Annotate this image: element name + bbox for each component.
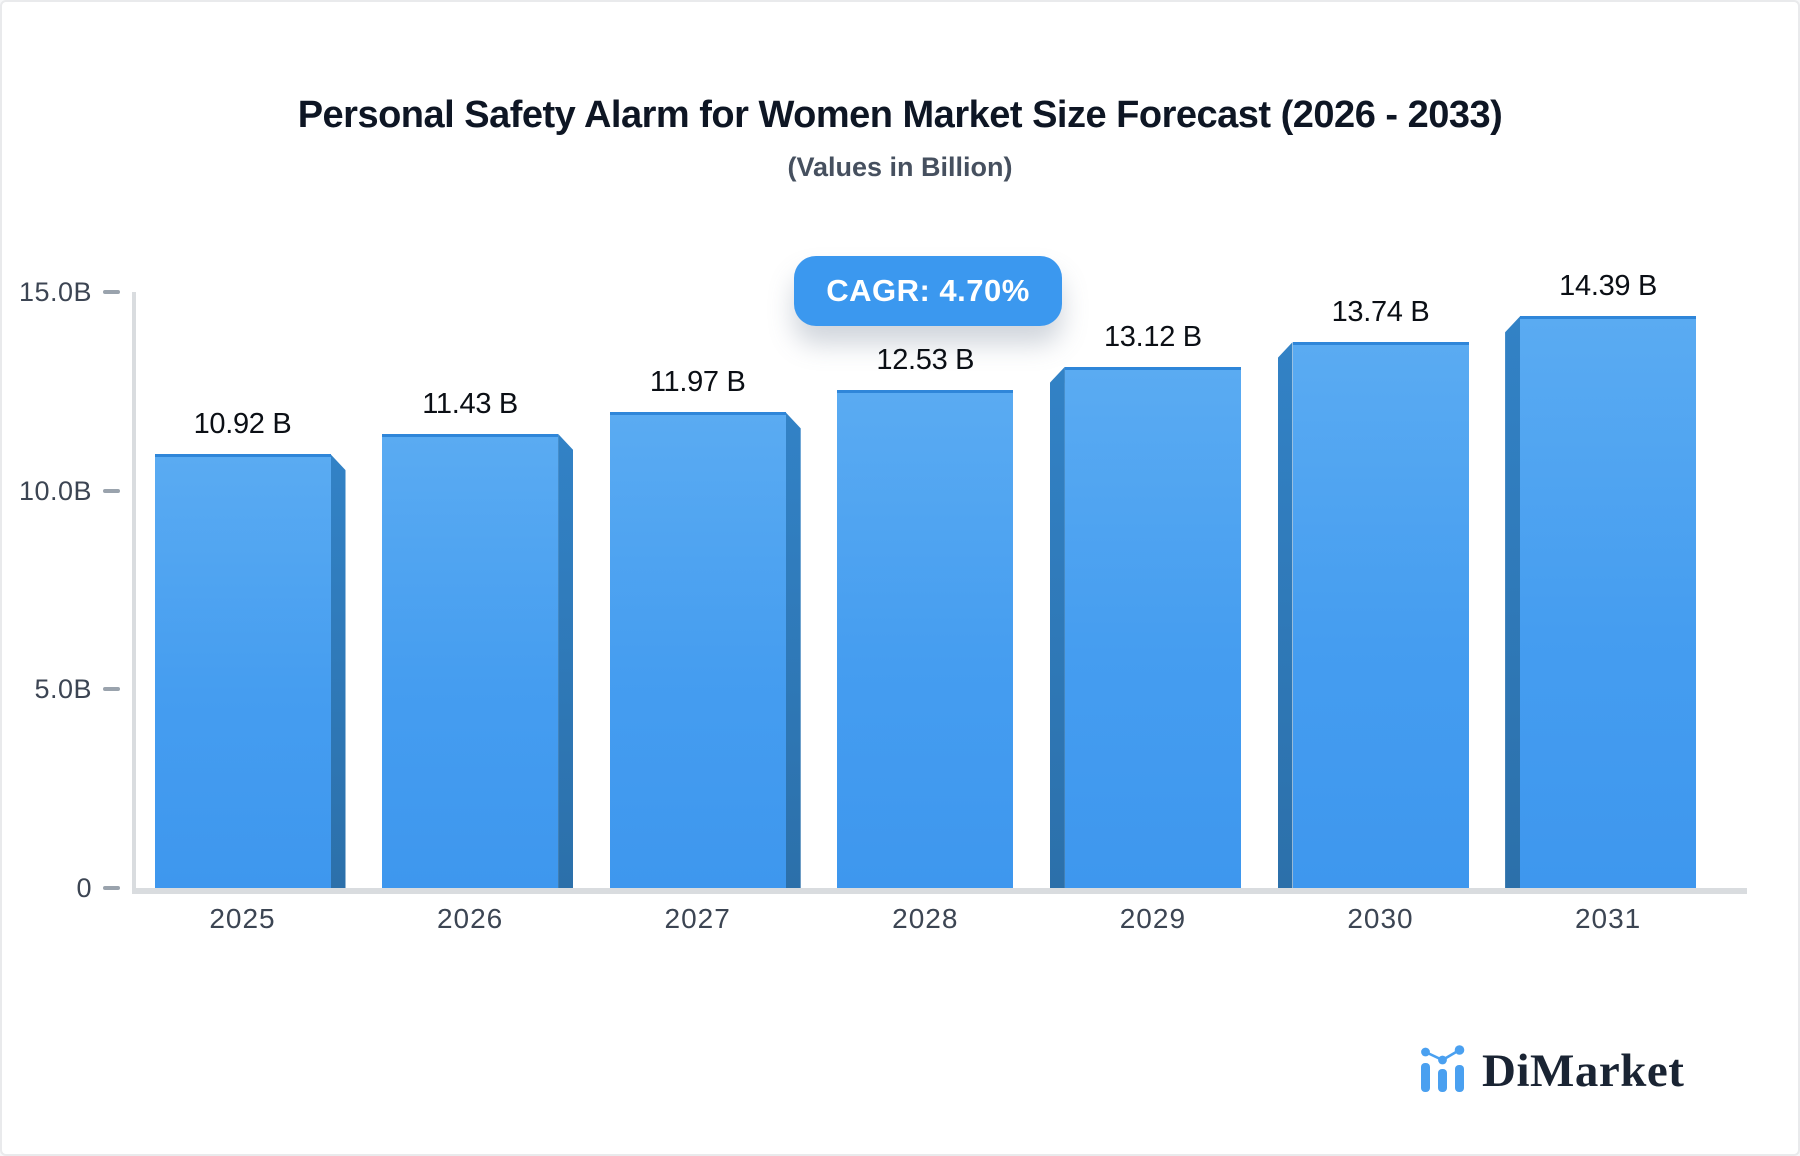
cagr-badge-label: CAGR: 4.70% (826, 273, 1030, 308)
bar-3d-side-2029 (1049, 366, 1065, 888)
bar-value-label-2029: 13.12 B (1103, 320, 1202, 353)
x-tick-label-2027: 2027 (664, 903, 731, 934)
y-tick-label: 0 (76, 873, 92, 903)
bar-value-label-2027: 11.97 B (649, 366, 746, 399)
bar-2029 (1064, 366, 1241, 888)
y-tick-label: 5.0B (34, 674, 92, 705)
x-tick-label-2030: 2030 (1347, 903, 1414, 934)
bar-value-label-2025: 10.92 B (193, 408, 292, 441)
bar-2030 (1292, 342, 1469, 888)
y-tick-mark (103, 687, 120, 692)
bar-value-label-2028: 12.53 B (876, 344, 975, 377)
y-tick-mark (103, 488, 120, 493)
x-tick-label-2031: 2031 (1574, 903, 1642, 934)
bar-value-label-2031: 14.39 B (1559, 270, 1658, 303)
bar-3d-side-2026 (558, 433, 574, 888)
x-axis-baseline (132, 888, 1747, 894)
mini-bar-chart-logo-icon (1421, 1045, 1465, 1092)
x-tick-label-2028: 2028 (892, 903, 959, 934)
bar-2026 (382, 433, 559, 888)
bar-value-label-2026: 11.43 B (422, 387, 518, 420)
bar-3d-side-2027 (785, 412, 801, 888)
cagr-badge: CAGR: 4.70% (794, 256, 1062, 326)
y-tick-mark (103, 886, 120, 890)
bar-2025 (154, 454, 331, 888)
brand-name: DiMarket (1482, 1044, 1685, 1097)
y-tick-label: 10.0B (18, 475, 92, 506)
y-tick-mark (103, 290, 120, 294)
chart-title: Personal Safety Alarm for Women Market S… (297, 94, 1503, 136)
brand-watermark: DiMarket (1418, 1044, 1685, 1097)
bar-2027 (609, 412, 786, 888)
bar-2028 (837, 390, 1014, 888)
chart-subtitle: (Values in Billion) (787, 152, 1013, 182)
bar-3d-side-2030 (1277, 342, 1293, 888)
bar-3d-side-2031 (1505, 316, 1521, 888)
bar-2031 (1520, 316, 1697, 888)
y-tick-label: 15.0B (18, 277, 92, 307)
x-tick-label-2025: 2025 (209, 903, 276, 934)
x-tick-label-2026: 2026 (436, 903, 504, 934)
bar-value-label-2030: 13.74 B (1331, 296, 1430, 329)
bar-3d-side-2025 (330, 454, 346, 888)
x-tick-label-2029: 2029 (1119, 903, 1187, 934)
y-axis-line (132, 292, 136, 894)
